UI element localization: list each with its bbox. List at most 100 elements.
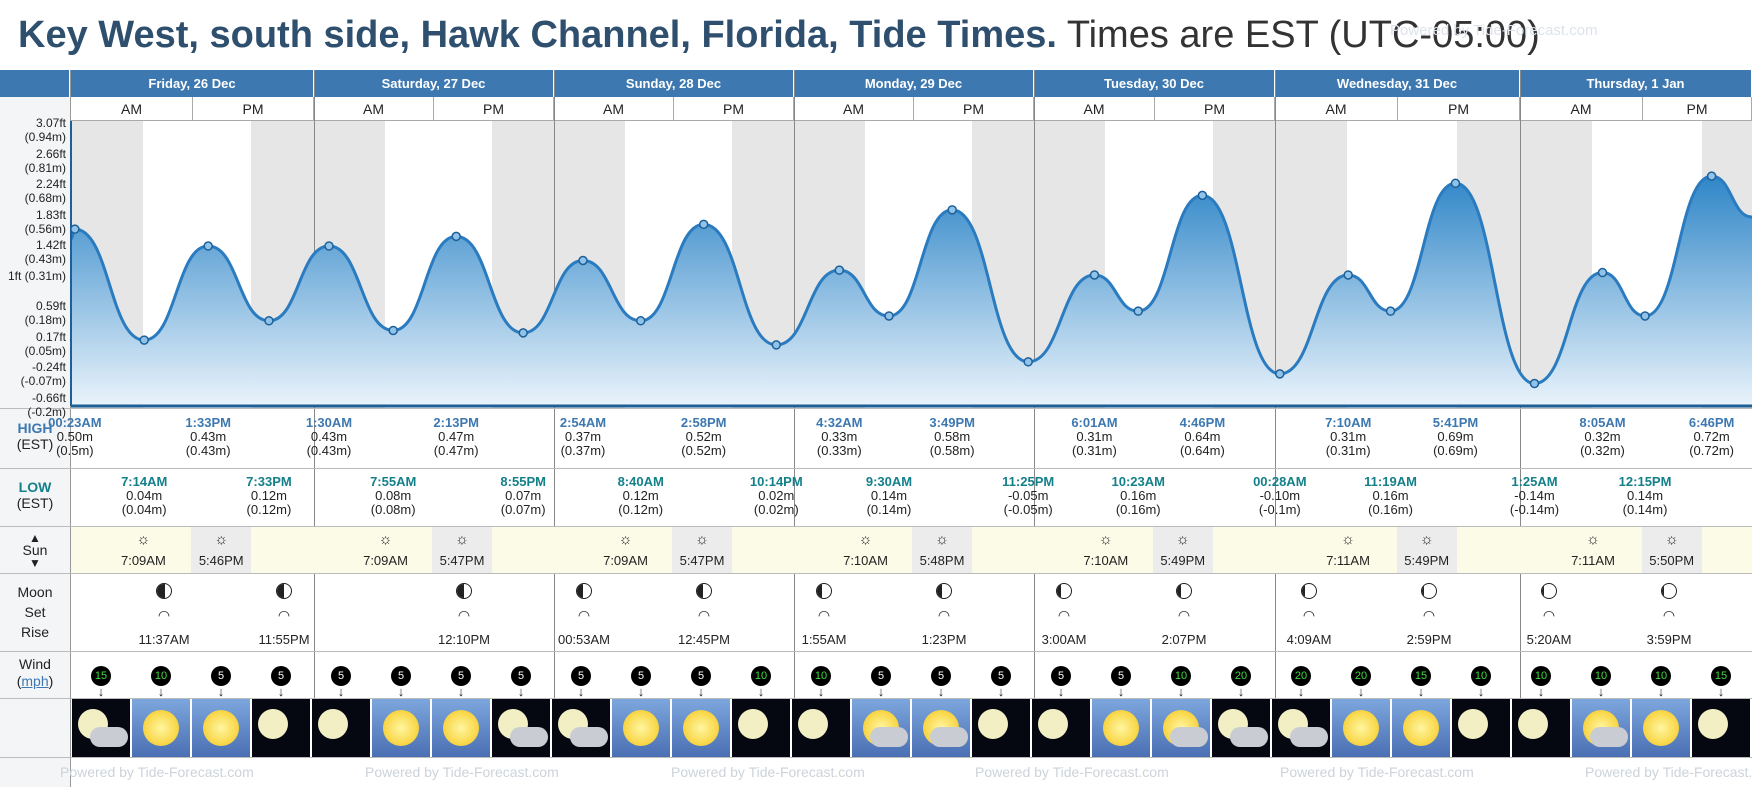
low-p: (0.16m) (1115, 502, 1161, 517)
low-p: (0.08m) (370, 502, 416, 517)
tide-point (388, 325, 398, 336)
row-divider (0, 526, 1752, 527)
low-m: 0.16m (1120, 488, 1157, 503)
wind-speed-circle: 10 (1531, 666, 1551, 686)
weather-night-icon (1032, 699, 1090, 757)
row-divider (0, 408, 1752, 409)
y-axis-label: 2.24ft (0.68m) (24, 177, 66, 206)
wind-direction-icon: ↓ (277, 684, 285, 699)
sun-glyph (203, 710, 239, 746)
high-m: 0.43m (190, 429, 227, 444)
y-axis-label: 1ft (0.31m) (7, 268, 66, 283)
tide-area (71, 176, 1752, 405)
weather-night-cloud-icon (492, 699, 550, 757)
low-m: -0.10m (1259, 488, 1301, 503)
moon-phase-icon (1056, 583, 1072, 599)
wind-direction-icon: ↓ (397, 684, 405, 699)
weather-night-icon (732, 699, 790, 757)
wind-speed-circle: 5 (691, 666, 711, 686)
low-m: 0.12m (622, 488, 659, 503)
cloud-glyph (870, 727, 908, 747)
moon-phase-icon (1301, 583, 1317, 599)
sunset-time: 5:49PM (1160, 553, 1206, 568)
high-tide-cell: 2:13PM 0.47m (0.47m) (426, 416, 486, 458)
y-axis-label: -0.66ft (-0.2m) (27, 391, 66, 419)
sunset-icon: ☼ (1664, 531, 1679, 548)
moon-glyph (258, 709, 288, 739)
low-t: 12:15PM (1618, 474, 1672, 489)
high-tide-cell: 7:10AM 0.31m (0.31m) (1318, 416, 1378, 458)
weather-sun-cloud-icon (1572, 699, 1630, 757)
weather-night-icon (1692, 699, 1750, 757)
wind-direction-icon: ↓ (637, 684, 645, 699)
watermark-bottom: Powered by Tide-Forecast.com (60, 764, 254, 780)
sun-glyph (683, 710, 719, 746)
sun-glyph (1403, 710, 1439, 746)
high-m: 0.31m (1076, 429, 1113, 444)
low-m: 0.12m (250, 488, 287, 503)
moon-time: 11:37AM (138, 632, 190, 647)
moon-rise-label: Rise (20, 624, 49, 640)
weather-sun-icon (192, 699, 250, 757)
low-m: 0.02m (758, 488, 795, 503)
high-t: 8:05AM (1579, 415, 1626, 430)
low-m: -0.05m (1007, 488, 1049, 503)
sunrise-icon: ☼ (1341, 531, 1355, 548)
watermark-bottom: Powered by Tide-Forecast.com (1585, 764, 1752, 780)
weather-night-cloud-icon (1272, 699, 1330, 757)
day-header: Wednesday, 31 Dec (1275, 70, 1520, 97)
high-t: 1:30AM (305, 415, 353, 430)
moon-time: 2:07PM (1161, 632, 1207, 647)
am-label: AM (1275, 97, 1398, 121)
high-label: HIGH (17, 420, 53, 436)
moonset-icon: ◠ (817, 607, 831, 623)
wind-label: Wind (19, 656, 51, 672)
sunrise-time: 7:09AM (120, 553, 166, 568)
sunset-icon: ☼ (455, 531, 469, 548)
high-p: (0.32m) (1580, 443, 1625, 458)
wind-speed-circle: 15 (1711, 666, 1731, 686)
wind-direction-icon: ↓ (337, 684, 345, 699)
tide-point (1450, 178, 1461, 189)
high-t: 1:33PM (185, 415, 231, 430)
wind-direction-icon: ↓ (217, 684, 225, 699)
moon-glyph (1518, 709, 1548, 739)
wind-direction-icon: ↓ (697, 684, 705, 699)
sun-up-arrow: ▲ (29, 531, 41, 545)
wind-direction-icon: ↓ (1717, 684, 1725, 699)
day-header: Monday, 29 Dec (794, 70, 1034, 97)
moonset-icon: ◠ (937, 607, 951, 623)
wind-unit-link[interactable]: mph (21, 673, 49, 689)
tide-point (771, 340, 782, 350)
wind-speed-circle: 15 (91, 666, 111, 686)
moonset-icon: ◠ (1177, 607, 1191, 623)
pm-label: PM (1643, 97, 1752, 121)
cloud-glyph (1290, 727, 1328, 747)
wind-speed-circle: 10 (1651, 666, 1671, 686)
moon-glyph (1038, 709, 1068, 739)
wind-direction-icon: ↓ (817, 684, 825, 699)
day-separator (1520, 70, 1521, 757)
low-tide-cell: 11:25PM -0.05m (-0.05m) (998, 475, 1058, 517)
moon-phase-icon (576, 583, 592, 599)
moonset-icon: ◠ (157, 607, 171, 623)
high-m: 0.58m (934, 429, 971, 444)
day-separator (1034, 70, 1035, 757)
sun-glyph (1643, 710, 1679, 746)
sunset-icon: ☼ (695, 531, 709, 548)
low-tide-cell: 8:55PM 0.07m (0.07m) (493, 475, 553, 517)
weather-sun-cloud-icon (1152, 699, 1210, 757)
moon-phase-icon (1661, 583, 1677, 599)
high-t: 00:23AM (48, 415, 102, 430)
high-m: 0.64m (1184, 429, 1221, 444)
location-title: Key West, south side, Hawk Channel, Flor… (18, 14, 1057, 56)
pm-label: PM (674, 97, 794, 121)
high-m: 0.52m (685, 429, 722, 444)
low-m: 0.08m (375, 488, 412, 503)
wind-speed-circle: 5 (1051, 666, 1071, 686)
cloud-glyph (1590, 727, 1628, 747)
high-tide-cell: 00:23AM 0.50m (0.5m) (45, 416, 105, 458)
wind-speed-circle: 5 (511, 666, 531, 686)
tide-point (1529, 378, 1540, 389)
